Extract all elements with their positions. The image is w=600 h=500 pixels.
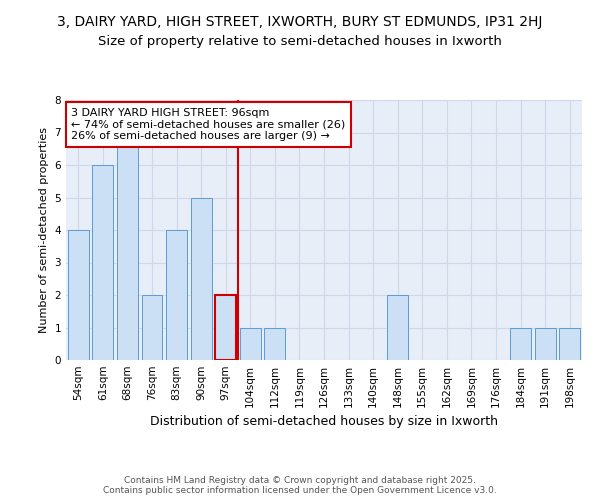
Text: 3, DAIRY YARD, HIGH STREET, IXWORTH, BURY ST EDMUNDS, IP31 2HJ: 3, DAIRY YARD, HIGH STREET, IXWORTH, BUR… <box>58 15 542 29</box>
Bar <box>92 165 113 360</box>
Bar <box>215 295 236 360</box>
Text: Size of property relative to semi-detached houses in Ixworth: Size of property relative to semi-detach… <box>98 35 502 48</box>
Bar <box>117 132 138 360</box>
Bar <box>142 295 163 360</box>
Bar <box>265 328 286 360</box>
Bar <box>191 198 212 360</box>
Y-axis label: Number of semi-detached properties: Number of semi-detached properties <box>39 127 49 333</box>
Bar <box>535 328 556 360</box>
X-axis label: Distribution of semi-detached houses by size in Ixworth: Distribution of semi-detached houses by … <box>150 416 498 428</box>
Bar <box>510 328 531 360</box>
Bar <box>166 230 187 360</box>
Text: 3 DAIRY YARD HIGH STREET: 96sqm
← 74% of semi-detached houses are smaller (26)
2: 3 DAIRY YARD HIGH STREET: 96sqm ← 74% of… <box>71 108 346 141</box>
Bar <box>387 295 408 360</box>
Bar <box>68 230 89 360</box>
Text: Contains HM Land Registry data © Crown copyright and database right 2025.
Contai: Contains HM Land Registry data © Crown c… <box>103 476 497 495</box>
Bar <box>240 328 261 360</box>
Bar <box>559 328 580 360</box>
